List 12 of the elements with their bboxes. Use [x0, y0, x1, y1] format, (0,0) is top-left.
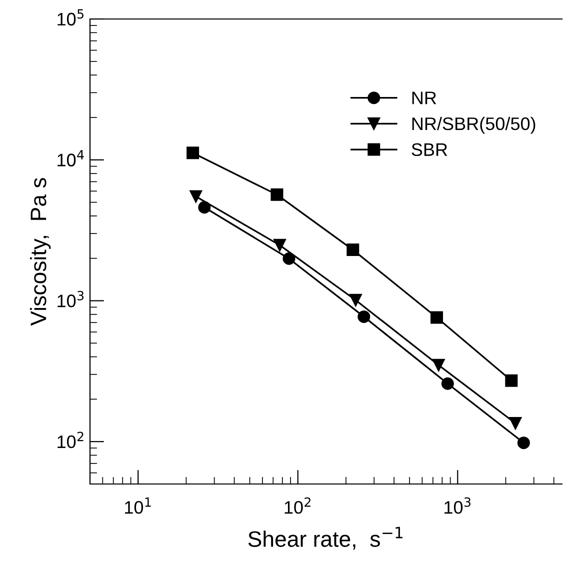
y-tick-label: 10$^{5}$	[58, 9, 84, 26]
x-axis-title: Shear rate, s$^{−1}$	[248, 526, 402, 550]
legend-label: SBR	[412, 143, 448, 156]
legend-label: NR	[412, 92, 436, 104]
x-tick-label: 10$^{2}$	[284, 497, 310, 514]
y-tick-label: 10$^{3}$	[58, 290, 84, 308]
y-tick-label: 10$^{2}$	[58, 432, 84, 448]
legend-label: NR/SBR(50/50)	[412, 116, 536, 134]
y-axis-title: Viscosity, Pa s	[30, 178, 51, 326]
x-tick-label: 10$^{3}$	[444, 497, 470, 514]
y-tick-label: 10$^{4}$	[58, 150, 84, 166]
x-tick-label: 10$^{1}$	[125, 498, 151, 514]
